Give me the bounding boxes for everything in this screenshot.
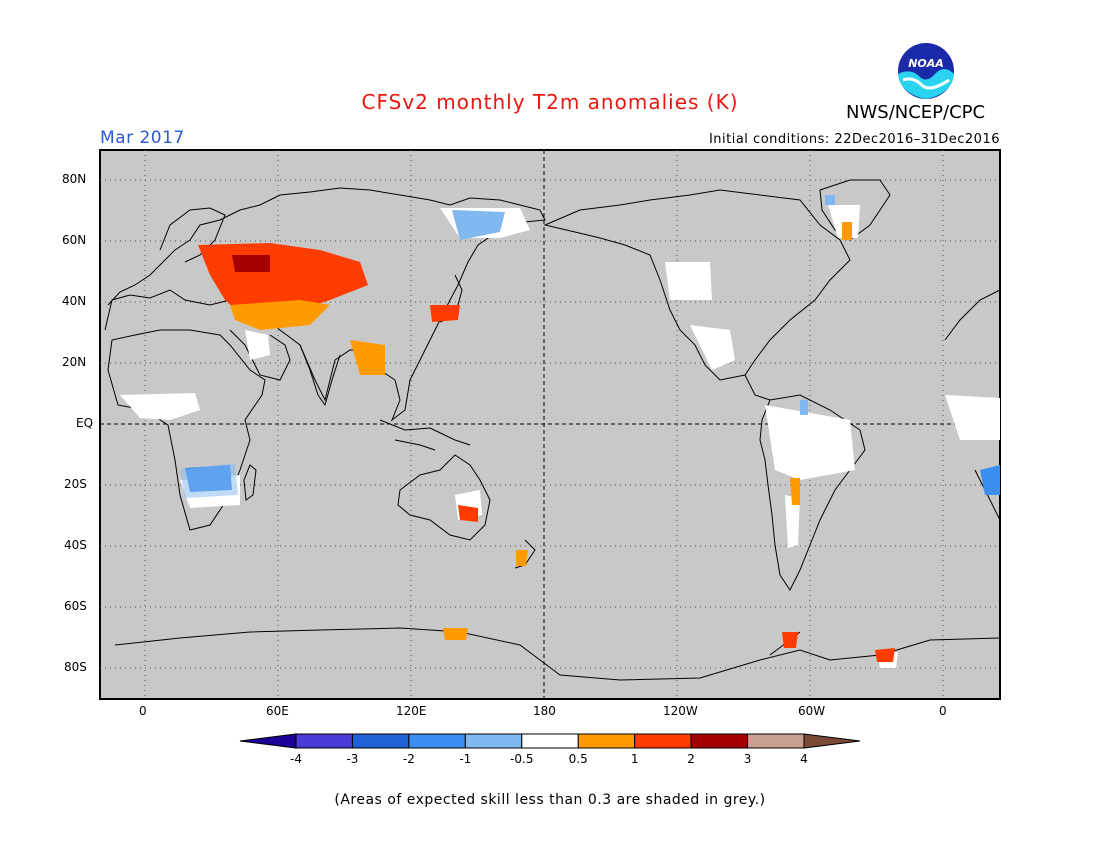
cold-south-america <box>800 400 808 415</box>
colorbar-segment <box>747 733 805 749</box>
colorbar-tick-label: -2 <box>402 752 415 766</box>
colorbar-ticks: -4 -3 -2 -1 -0.5 0.5 1 2 3 4 <box>0 752 1100 768</box>
neutral-north-america <box>665 262 712 300</box>
colorbar-segment <box>634 733 692 749</box>
x-tick-120w: 120W <box>663 704 698 718</box>
neutral-arabia <box>245 330 270 360</box>
warm-australia <box>458 505 478 522</box>
x-tick-0-east: 0 <box>939 704 947 718</box>
colorbar-segment <box>577 733 636 749</box>
colorbar-arrow-low <box>239 733 297 749</box>
warm-south-america <box>790 478 800 505</box>
colorbar-tick-label: -1 <box>459 752 472 766</box>
warm-central-asia-orange <box>230 300 330 330</box>
cold-greenland <box>825 195 835 205</box>
y-tick-60s: 60S <box>64 599 87 613</box>
maritime-asia-coast <box>379 419 471 451</box>
x-tick-60w: 60W <box>798 704 826 718</box>
x-tick-0-west: 0 <box>139 704 147 718</box>
colorbar-tick-label: -3 <box>346 752 359 766</box>
colorbar-tick-label: 1 <box>630 752 639 766</box>
chart-title: CFSv2 monthly T2m anomalies (K) <box>361 90 739 114</box>
antarctica-coast <box>114 627 1001 681</box>
new-zealand-coast <box>514 539 536 569</box>
colorbar-tick-label: 3 <box>743 752 752 766</box>
initial-conditions: Initial conditions: 22Dec2016–31Dec2016 <box>708 132 1000 147</box>
logo-text: NOAA <box>908 57 944 70</box>
warm-antarctica-1 <box>443 628 468 640</box>
colorbar-tick-label: 0.5 <box>568 752 588 766</box>
colorbar-tick-label: 2 <box>687 752 695 766</box>
colorbar-segment <box>351 733 410 749</box>
warm-antarctica-2 <box>782 632 798 648</box>
forecast-month: Mar 2017 <box>100 128 185 148</box>
x-tick-120e: 120E <box>396 704 427 718</box>
neutral-mexico <box>690 325 735 370</box>
y-tick-40n: 40N <box>62 294 87 308</box>
colorbar-segment <box>295 733 353 749</box>
north-america-coast <box>543 189 851 381</box>
colorbar-segment <box>521 733 579 749</box>
india-coast <box>299 344 341 407</box>
arabia-coast <box>229 329 291 381</box>
cold-anomalies <box>180 195 1000 498</box>
warm-anomalies <box>198 222 895 662</box>
y-tick-eq: EQ <box>76 416 94 430</box>
colorbar-tick-label: 4 <box>800 752 808 766</box>
south-america-coast <box>759 394 866 591</box>
colorbar-tick-label: -0.5 <box>510 752 534 766</box>
central-america-coast <box>744 374 771 401</box>
warm-japan <box>430 305 460 322</box>
very-warm-russia <box>232 255 270 272</box>
cold-alaska <box>452 210 505 240</box>
neutral-west-africa <box>120 393 200 420</box>
greenland-coast <box>819 179 891 241</box>
y-tick-80n: 80N <box>62 172 87 186</box>
cold-southern-africa-light <box>180 463 238 498</box>
y-tick-40s: 40S <box>64 538 87 552</box>
warm-new-zealand <box>516 550 528 566</box>
y-tick-20n: 20N <box>62 355 87 369</box>
australia-coast <box>397 454 491 541</box>
cold-madagascar-edge <box>980 465 1000 495</box>
neutral-south-america <box>765 405 855 480</box>
madagascar-coast <box>243 464 257 501</box>
x-tick-180: 180 <box>533 704 556 718</box>
colorbar-tick-label: -4 <box>290 752 302 766</box>
colorbar-segment <box>408 733 466 749</box>
skill-footnote: (Areas of expected skill less than 0.3 a… <box>334 792 766 808</box>
colorbar-arrow-high <box>803 733 861 749</box>
neutral-east-africa-edge <box>945 395 1000 440</box>
colorbar-segment <box>690 733 749 749</box>
warm-greenland <box>842 222 852 240</box>
neutral-argentina <box>785 495 800 548</box>
colorbar-segment <box>464 733 523 749</box>
y-tick-80s: 80S <box>64 660 87 674</box>
warm-antarctica-3 <box>875 648 895 662</box>
x-tick-60e: 60E <box>266 704 289 718</box>
y-tick-60n: 60N <box>62 233 87 247</box>
warm-east-asia <box>350 340 385 375</box>
noaa-logo: NOAA <box>895 40 957 102</box>
anomaly-map <box>99 149 1001 700</box>
agency-label: NWS/NCEP/CPC <box>846 102 986 123</box>
y-tick-20s: 20S <box>64 477 87 491</box>
colorbar <box>239 733 861 749</box>
